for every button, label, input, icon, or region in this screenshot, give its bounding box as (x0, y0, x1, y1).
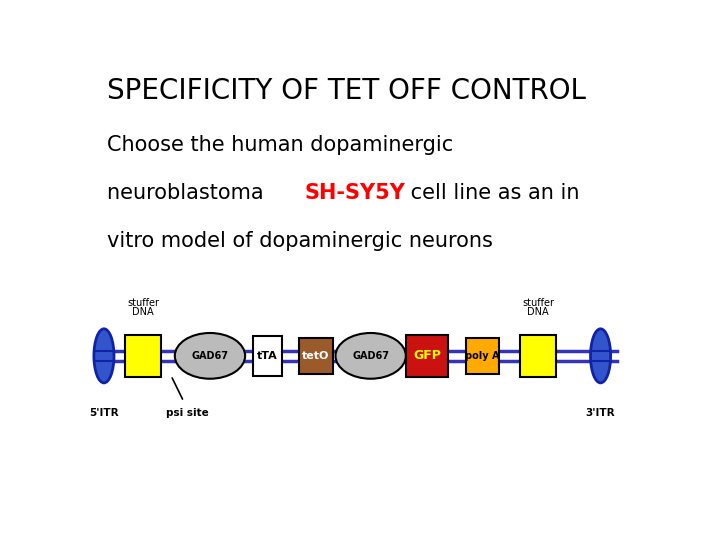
Text: SH-SY5Y: SH-SY5Y (305, 183, 405, 203)
Text: SPECIFICITY OF TET OFF CONTROL: SPECIFICITY OF TET OFF CONTROL (107, 77, 586, 105)
Text: vitro model of dopaminergic neurons: vitro model of dopaminergic neurons (107, 231, 492, 251)
FancyBboxPatch shape (253, 336, 282, 376)
Ellipse shape (175, 333, 245, 379)
Text: poly A: poly A (465, 351, 500, 361)
Text: psi site: psi site (166, 408, 209, 418)
Text: GAD67: GAD67 (192, 351, 228, 361)
Text: 5'ITR: 5'ITR (89, 408, 119, 418)
Text: GAD67: GAD67 (352, 351, 390, 361)
Ellipse shape (94, 329, 114, 383)
Text: 3'ITR: 3'ITR (586, 408, 616, 418)
Text: tTA: tTA (257, 351, 278, 361)
FancyBboxPatch shape (520, 335, 557, 377)
Text: stuffer: stuffer (127, 298, 159, 308)
FancyBboxPatch shape (466, 338, 499, 374)
Ellipse shape (590, 329, 611, 383)
FancyBboxPatch shape (125, 335, 161, 377)
Text: neuroblastoma: neuroblastoma (107, 183, 276, 203)
FancyBboxPatch shape (406, 335, 448, 377)
Text: Choose the human dopaminergic: Choose the human dopaminergic (107, 136, 453, 156)
Ellipse shape (336, 333, 406, 379)
Text: DNA: DNA (527, 307, 549, 317)
Text: cell line as an in: cell line as an in (404, 183, 580, 203)
Text: tetO: tetO (302, 351, 330, 361)
FancyBboxPatch shape (299, 338, 333, 374)
Text: stuffer: stuffer (522, 298, 554, 308)
Text: DNA: DNA (132, 307, 154, 317)
Text: GFP: GFP (413, 349, 441, 362)
